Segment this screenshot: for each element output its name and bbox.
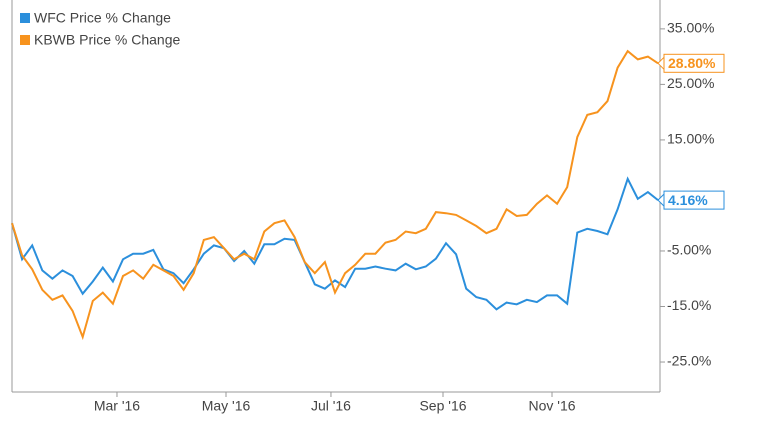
x-tick-label: Nov '16	[529, 398, 576, 414]
y-tick-label: 35.00%	[667, 20, 714, 36]
y-tick-label: -15.0%	[667, 297, 711, 313]
last-label-box	[663, 190, 725, 210]
legend-label: KBWB Price % Change	[34, 32, 180, 48]
line	[11, 49, 659, 341]
y-tick-label: -5.00%	[667, 242, 711, 258]
y-tick-label: -25.0%	[667, 353, 711, 369]
x-tick-label: Mar '16	[94, 398, 140, 414]
last-label: 4.16%	[668, 192, 708, 208]
y-tick-label: 25.00%	[667, 75, 714, 91]
line	[11, 176, 659, 311]
legend-label: WFC Price % Change	[34, 10, 171, 26]
legend-swatch	[20, 13, 30, 23]
last-label-box	[663, 53, 725, 73]
x-tick-label: Sep '16	[419, 398, 466, 414]
x-tick-label: May '16	[202, 398, 251, 414]
x-tick-label: Jul '16	[311, 398, 351, 414]
y-tick-label: 15.00%	[667, 131, 714, 147]
last-label: 28.80%	[668, 55, 716, 71]
legend-swatch	[20, 35, 30, 45]
